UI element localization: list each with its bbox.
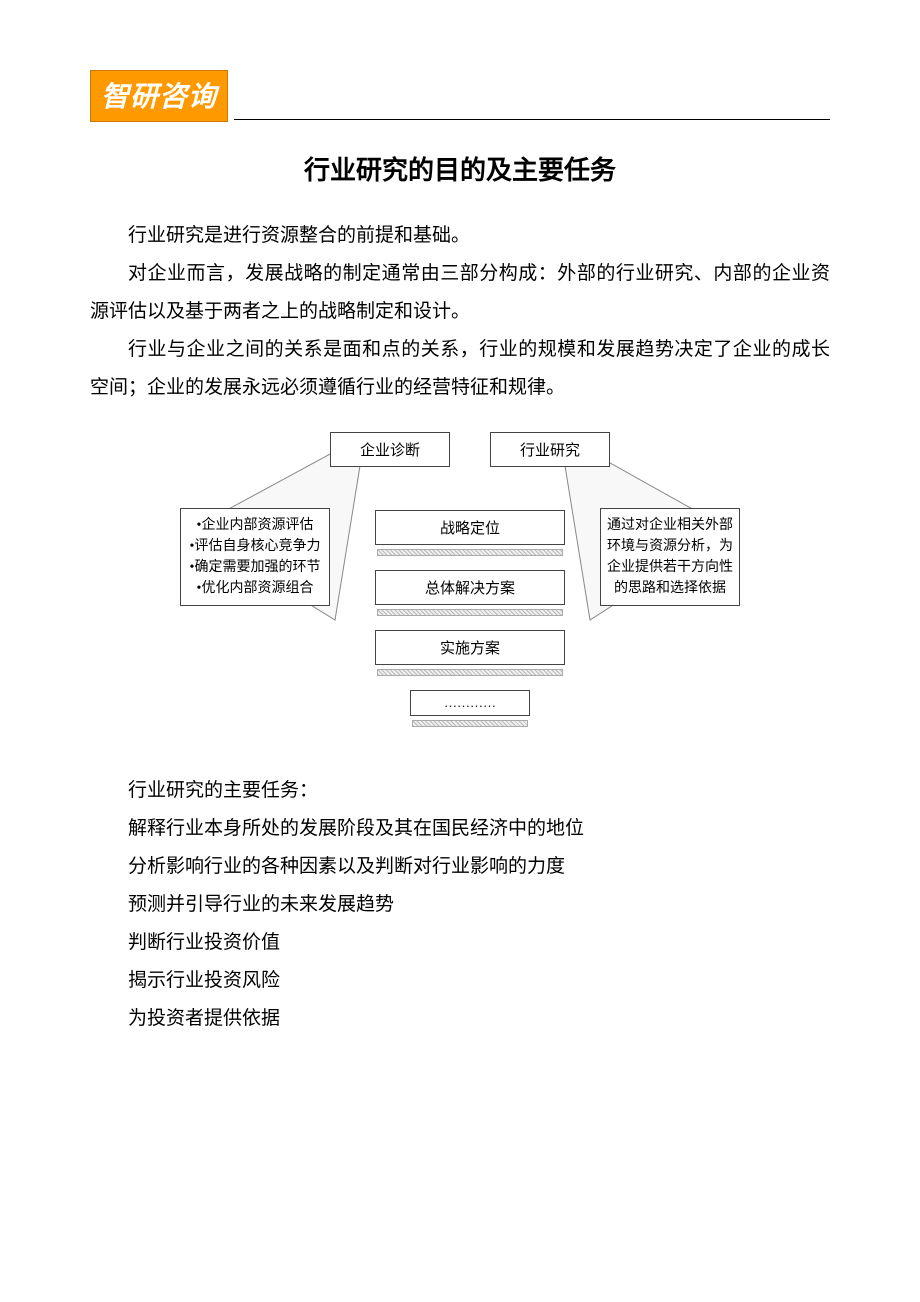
task-item: 揭示行业投资风险 — [90, 962, 830, 1000]
flow-step-1: 战略定位 — [375, 510, 565, 556]
task-item: 预测并引导行业的未来发展趋势 — [90, 886, 830, 924]
page-title: 行业研究的目的及主要任务 — [90, 150, 830, 187]
right-callout-box: 通过对企业相关外部环境与资源分析，为企业提供若干方向性的思路和选择依据 — [600, 508, 740, 606]
shadow-bar — [377, 669, 563, 676]
header-divider — [234, 119, 830, 120]
top-box-enterprise-diagnosis: 企业诊断 — [330, 432, 450, 467]
strategy-flowchart: 企业诊断 行业研究 战略定位 总体解决方案 实施方案 ………… — [180, 425, 740, 760]
bullet-item: •确定需要加强的环节 — [187, 557, 323, 578]
flow-step-3: 实施方案 — [375, 630, 565, 676]
box-label: ………… — [410, 690, 530, 716]
intro-paragraph-3: 行业与企业之间的关系是面和点的关系，行业的规模和发展趋势决定了企业的成长空间；企… — [90, 331, 830, 407]
shadow-bar — [377, 609, 563, 616]
box-label: 企业诊断 — [330, 432, 450, 467]
task-item: 判断行业投资价值 — [90, 924, 830, 962]
tasks-section: 行业研究的主要任务： 解释行业本身所处的发展阶段及其在国民经济中的地位 分析影响… — [90, 772, 830, 1038]
callout-text: 通过对企业相关外部环境与资源分析，为企业提供若干方向性的思路和选择依据 — [607, 518, 733, 596]
page-content: 智研咨询 行业研究的目的及主要任务 行业研究是进行资源整合的前提和基础。 对企业… — [0, 0, 920, 1038]
flow-step-2: 总体解决方案 — [375, 570, 565, 616]
bullet-item: •企业内部资源评估 — [187, 515, 323, 536]
shadow-bar — [377, 549, 563, 556]
task-item: 为投资者提供依据 — [90, 1000, 830, 1038]
task-item: 解释行业本身所处的发展阶段及其在国民经济中的地位 — [90, 810, 830, 848]
shadow-bar — [412, 720, 528, 727]
left-callout-box: •企业内部资源评估 •评估自身核心竞争力 •确定需要加强的环节 •优化内部资源组… — [180, 508, 330, 606]
company-logo: 智研咨询 — [90, 70, 228, 122]
flow-step-4: ………… — [410, 690, 530, 727]
intro-paragraph-2: 对企业而言，发展战略的制定通常由三部分构成：外部的行业研究、内部的企业资源评估以… — [90, 255, 830, 331]
task-item: 分析影响行业的各种因素以及判断对行业影响的力度 — [90, 848, 830, 886]
box-label: 行业研究 — [490, 432, 610, 467]
flowchart-overlay: 企业诊断 行业研究 战略定位 总体解决方案 实施方案 ………… — [180, 430, 740, 760]
bullet-item: •评估自身核心竞争力 — [187, 536, 323, 557]
top-box-industry-research: 行业研究 — [490, 432, 610, 467]
box-label: 总体解决方案 — [375, 570, 565, 605]
intro-paragraph-1: 行业研究是进行资源整合的前提和基础。 — [90, 217, 830, 255]
bullet-item: •优化内部资源组合 — [187, 578, 323, 599]
box-label: 实施方案 — [375, 630, 565, 665]
header: 智研咨询 — [90, 70, 830, 122]
tasks-heading: 行业研究的主要任务： — [90, 772, 830, 810]
box-label: 战略定位 — [375, 510, 565, 545]
